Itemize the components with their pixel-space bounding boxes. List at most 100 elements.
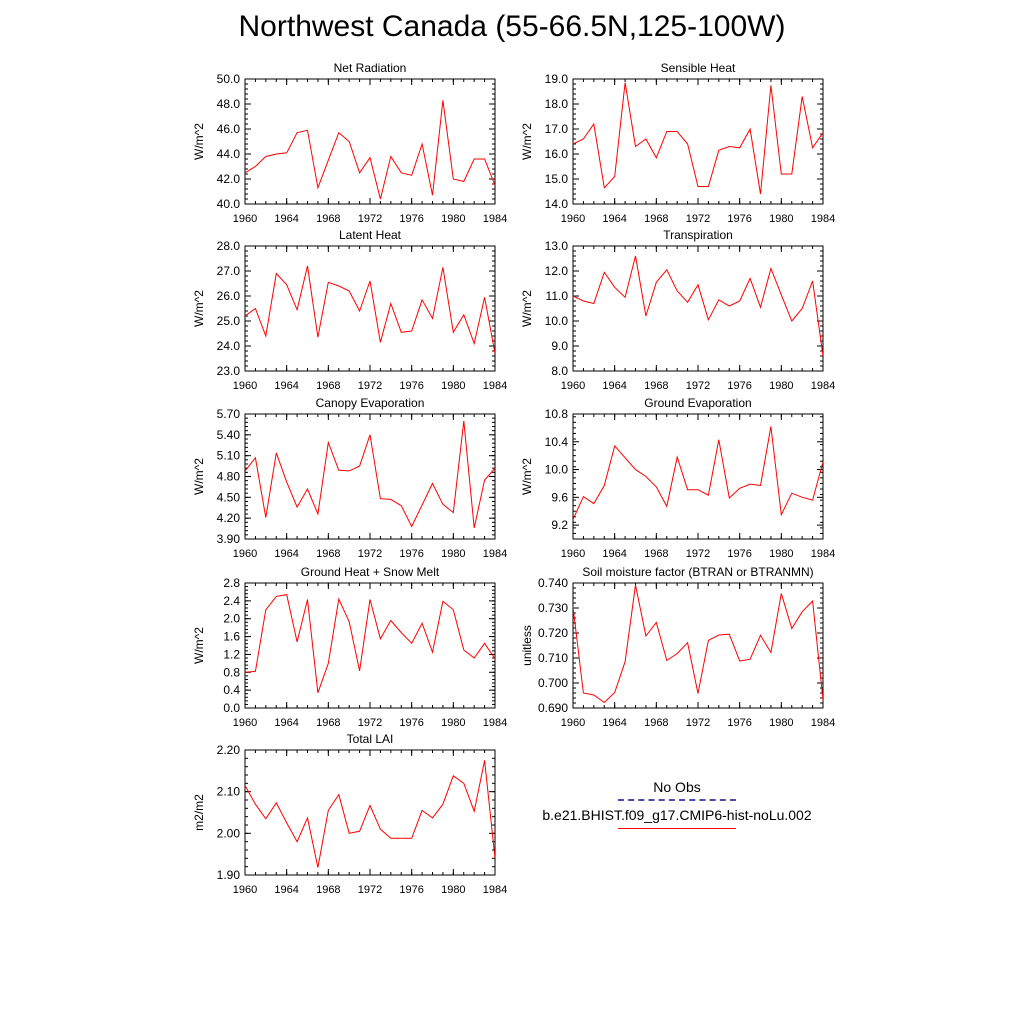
plot-frame xyxy=(572,245,824,372)
y-axis-label: W/m^2 xyxy=(192,458,206,495)
x-tick-label: 1980 xyxy=(769,380,793,392)
panel-6: 1960 1964 1968 1972 1976 1980 1984 9.2 9.6 10.0 10… xyxy=(520,396,835,560)
y-tick-label: 5.40 xyxy=(217,428,241,442)
y-tick-label: 0.720 xyxy=(538,626,568,640)
x-tick-label: 1972 xyxy=(358,884,382,896)
x-tick-label: 1984 xyxy=(483,380,507,392)
x-tick-label: 1968 xyxy=(644,213,668,225)
panel-title: Total LAI xyxy=(347,732,394,746)
x-tick-label: 1980 xyxy=(441,717,465,729)
y-tick-label: 8.0 xyxy=(551,364,568,378)
plot-frame xyxy=(244,749,496,876)
x-tick-label: 1980 xyxy=(441,548,465,560)
x-tick-label: 1960 xyxy=(233,884,257,896)
y-tick-label: 46.0 xyxy=(217,122,241,136)
y-tick-label: 1.2 xyxy=(223,647,240,661)
x-tick-label: 1980 xyxy=(441,884,465,896)
x-tick-label: 1964 xyxy=(602,213,626,225)
x-tick-label: 1968 xyxy=(316,717,340,729)
panel-5: 1960 1964 1968 1972 1976 1980 1984 3.90 4.20 4.50… xyxy=(192,396,507,560)
panel-title: Canopy Evaporation xyxy=(316,396,425,410)
y-axis-label: W/m^2 xyxy=(520,458,534,495)
x-tick-label: 1960 xyxy=(233,717,257,729)
y-tick-label: 18.0 xyxy=(545,97,569,111)
x-tick-label: 1984 xyxy=(483,548,507,560)
panel-title: Ground Heat + Snow Melt xyxy=(301,565,440,579)
x-tick-label: 1964 xyxy=(602,717,626,729)
y-axis-label: W/m^2 xyxy=(192,627,206,664)
y-tick-label: 9.0 xyxy=(551,339,568,353)
y-tick-label: 4.20 xyxy=(217,511,241,525)
x-tick-label: 1972 xyxy=(358,717,382,729)
y-tick-label: 17.0 xyxy=(545,122,569,136)
x-tick-label: 1976 xyxy=(727,380,751,392)
y-tick-label: 14.0 xyxy=(545,197,569,211)
x-tick-label: 1960 xyxy=(561,717,585,729)
y-tick-label: 0.0 xyxy=(223,701,240,715)
x-tick-label: 1984 xyxy=(483,717,507,729)
panel-4: 1960 1964 1968 1972 1976 1980 1984 8.0 9.0 10.0 11… xyxy=(520,228,835,392)
y-tick-label: 0.710 xyxy=(538,651,568,665)
x-tick-label: 1980 xyxy=(769,548,793,560)
x-tick-label: 1960 xyxy=(561,213,585,225)
series-line xyxy=(245,420,495,529)
x-tick-label: 1960 xyxy=(561,548,585,560)
x-tick-label: 1980 xyxy=(441,380,465,392)
legend-obs-line xyxy=(618,799,736,801)
y-tick-label: 9.6 xyxy=(551,490,568,504)
panel-title: Ground Evaporation xyxy=(644,396,751,410)
y-axis-label: W/m^2 xyxy=(520,290,534,327)
x-tick-label: 1968 xyxy=(316,548,340,560)
series-line xyxy=(245,594,495,693)
y-tick-label: 48.0 xyxy=(217,97,241,111)
y-tick-label: 12.0 xyxy=(545,264,569,278)
y-tick-label: 23.0 xyxy=(217,364,241,378)
plot-frame xyxy=(244,78,496,205)
x-tick-label: 1976 xyxy=(399,717,423,729)
x-tick-label: 1968 xyxy=(644,717,668,729)
y-tick-label: 2.20 xyxy=(217,743,241,757)
panel-1: 1960 1964 1968 1972 1976 1980 1984 40.0 42.0 44.0… xyxy=(192,61,507,225)
panel-9: 1960 1964 1968 1972 1976 1980 1984 1.90 2.00 2.10… xyxy=(192,732,507,896)
y-tick-label: 15.0 xyxy=(545,172,569,186)
y-tick-label: 5.70 xyxy=(217,407,241,421)
y-tick-label: 11.0 xyxy=(546,289,569,303)
y-axis-label: W/m^2 xyxy=(520,123,534,160)
x-tick-label: 1964 xyxy=(274,380,298,392)
x-tick-label: 1976 xyxy=(399,213,423,225)
y-axis-label: m2/m2 xyxy=(192,794,206,831)
y-tick-label: 4.80 xyxy=(217,470,241,484)
legend: No Obs b.e21.BHIST.f09_g17.CMIP6-hist-no… xyxy=(520,778,834,829)
y-tick-label: 28.0 xyxy=(217,239,241,253)
y-tick-label: 44.0 xyxy=(217,147,241,161)
x-tick-label: 1964 xyxy=(602,380,626,392)
y-tick-label: 24.0 xyxy=(217,339,241,353)
panel-3: 1960 1964 1968 1972 1976 1980 1984 23.0 24.0 25.0… xyxy=(192,228,507,392)
x-tick-label: 1964 xyxy=(602,548,626,560)
series-line xyxy=(573,426,823,520)
y-tick-label: 2.8 xyxy=(223,576,240,590)
x-tick-label: 1976 xyxy=(727,213,751,225)
x-tick-label: 1984 xyxy=(811,213,835,225)
x-tick-label: 1964 xyxy=(274,717,298,729)
y-tick-label: 0.4 xyxy=(223,683,240,697)
legend-model-label: b.e21.BHIST.f09_g17.CMIP6-hist-noLu.002 xyxy=(542,807,812,823)
y-tick-label: 0.8 xyxy=(223,665,240,679)
x-tick-label: 1972 xyxy=(358,380,382,392)
x-tick-label: 1972 xyxy=(686,380,710,392)
y-tick-label: 40.0 xyxy=(217,197,241,211)
series-line xyxy=(573,584,823,704)
y-tick-label: 50.0 xyxy=(217,72,241,86)
plot-frame xyxy=(244,245,496,372)
y-tick-label: 1.90 xyxy=(217,868,241,882)
y-tick-label: 3.90 xyxy=(217,532,241,546)
y-tick-label: 0.690 xyxy=(538,701,568,715)
legend-model-line xyxy=(618,828,736,829)
x-tick-label: 1960 xyxy=(233,548,257,560)
panel-title: Soil moisture factor (BTRAN or BTRANMN) xyxy=(582,565,813,579)
x-tick-label: 1968 xyxy=(316,884,340,896)
y-tick-label: 2.00 xyxy=(217,826,241,840)
panel-title: Latent Heat xyxy=(339,228,402,242)
x-tick-label: 1964 xyxy=(274,548,298,560)
